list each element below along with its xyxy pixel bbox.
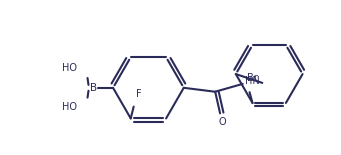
Text: F: F — [136, 89, 142, 99]
Text: HO: HO — [62, 63, 77, 73]
Text: HN: HN — [245, 76, 260, 86]
Text: O: O — [218, 117, 226, 127]
Text: Br: Br — [247, 73, 258, 83]
Text: B: B — [90, 83, 97, 93]
Text: HO: HO — [62, 102, 77, 113]
